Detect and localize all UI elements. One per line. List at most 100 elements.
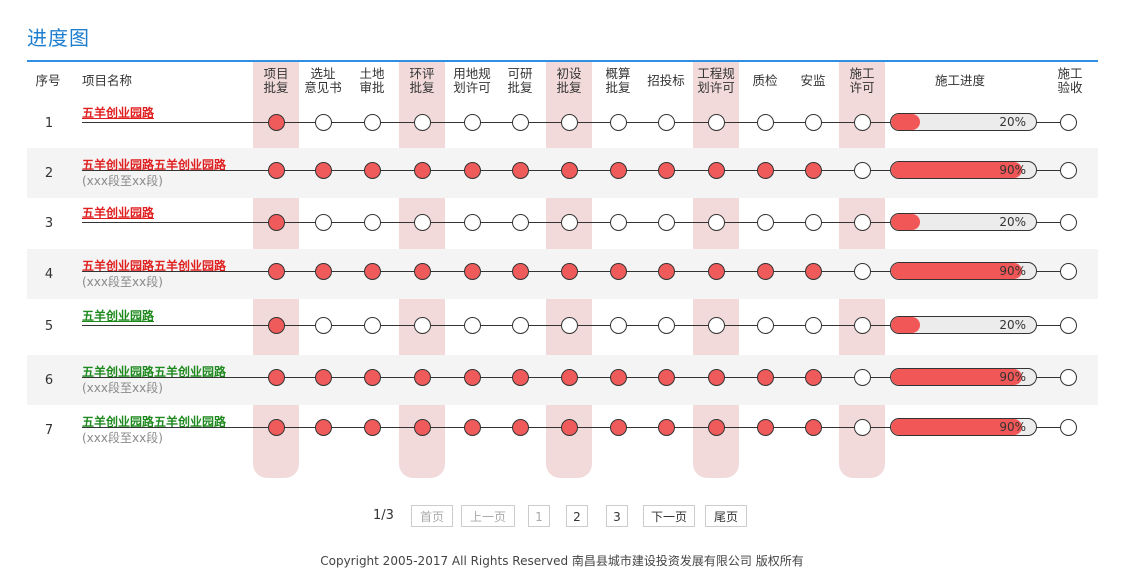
- stage-circle: [267, 368, 285, 386]
- column-header: 选址 意见书: [304, 66, 342, 95]
- stage-circle: [756, 368, 774, 386]
- stage-circle: [560, 262, 578, 280]
- page-2-button[interactable]: 2: [566, 505, 588, 527]
- stage-circle: [756, 161, 774, 179]
- progress-fill: [891, 317, 920, 333]
- title-underline: [27, 60, 1098, 62]
- column-header: 初设 批复: [556, 66, 582, 95]
- stage-circle: [609, 213, 627, 231]
- column-header: 项目名称: [82, 73, 133, 88]
- project-name-link[interactable]: 五羊创业园路五羊创业园路: [82, 415, 227, 429]
- stage-circle: [363, 368, 381, 386]
- acceptance-circle: [1059, 316, 1077, 334]
- stage-circle: [804, 262, 822, 280]
- column-header: 质检: [752, 73, 778, 88]
- acceptance-circle: [1059, 213, 1077, 231]
- project-name-link[interactable]: 五羊创业园路五羊创业园路: [82, 365, 227, 379]
- prev-page-button[interactable]: 上一页: [461, 505, 515, 527]
- column-header: 用地规 划许可: [453, 66, 491, 95]
- stage-circle: [560, 418, 578, 436]
- progress-fill: [891, 419, 1022, 435]
- stage-circle: [853, 418, 871, 436]
- stage-circle: [363, 213, 381, 231]
- footer-copyright: Copyright 2005-2017 All Rights Reserved …: [320, 554, 804, 568]
- construction-progress-bar: 90%: [890, 161, 1037, 179]
- table-row: 1 五羊创业园路 20%: [27, 98, 1098, 148]
- stage-circle: [657, 418, 675, 436]
- progress-percent: 90%: [999, 264, 1026, 278]
- stage-circle: [707, 262, 725, 280]
- project-name-link[interactable]: 五羊创业园路: [82, 309, 155, 323]
- column-header: 土地 审批: [359, 66, 385, 95]
- project-section: (xxx段至xx段): [82, 431, 163, 445]
- pagination: 1/3 首页 上一页 1 2 3 下一页 尾页: [0, 505, 1124, 529]
- stage-circle: [267, 418, 285, 436]
- column-header: 可研 批复: [507, 66, 533, 95]
- table-row: 6 五羊创业园路五羊创业园路 (xxx段至xx段) 90%: [27, 355, 1098, 405]
- stage-circle: [756, 418, 774, 436]
- page-1-button[interactable]: 1: [528, 505, 550, 527]
- stage-circle: [463, 262, 481, 280]
- stage-circle: [560, 113, 578, 131]
- stage-circle: [707, 113, 725, 131]
- page-title: 进度图: [27, 26, 90, 50]
- project-name-link[interactable]: 五羊创业园路: [82, 106, 155, 120]
- stage-circle: [267, 316, 285, 334]
- acceptance-circle: [1059, 262, 1077, 280]
- stage-circle: [511, 418, 529, 436]
- construction-progress-bar: 90%: [890, 418, 1037, 436]
- last-page-button[interactable]: 尾页: [705, 505, 747, 527]
- stage-circle: [413, 113, 431, 131]
- construction-progress-bar: 20%: [890, 113, 1037, 131]
- stage-circle: [609, 368, 627, 386]
- project-name-link[interactable]: 五羊创业园路: [82, 206, 155, 220]
- progress-fill: [891, 263, 1022, 279]
- stage-circle: [707, 161, 725, 179]
- stage-circle: [363, 262, 381, 280]
- stage-circle: [314, 262, 332, 280]
- table-row: 4 五羊创业园路五羊创业园路 (xxx段至xx段) 90%: [27, 249, 1098, 299]
- stage-circle: [511, 161, 529, 179]
- stage-circle: [463, 213, 481, 231]
- stage-circle: [657, 262, 675, 280]
- row-number: 6: [44, 372, 54, 388]
- column-header: 安监: [800, 73, 826, 88]
- page-info: 1/3: [373, 508, 394, 523]
- construction-progress-bar: 20%: [890, 213, 1037, 231]
- stage-circle: [756, 316, 774, 334]
- stage-circle: [463, 368, 481, 386]
- column-header: 概算 批复: [605, 66, 631, 95]
- page-3-button[interactable]: 3: [606, 505, 628, 527]
- stage-circle: [511, 262, 529, 280]
- first-page-button[interactable]: 首页: [411, 505, 453, 527]
- stage-circle: [707, 316, 725, 334]
- stage-circle: [463, 316, 481, 334]
- construction-progress-bar: 20%: [890, 316, 1037, 334]
- stage-circle: [609, 161, 627, 179]
- stage-circle: [314, 316, 332, 334]
- acceptance-circle: [1059, 368, 1077, 386]
- stage-circle: [804, 418, 822, 436]
- project-name-link[interactable]: 五羊创业园路五羊创业园路: [82, 259, 227, 273]
- stage-circle: [463, 161, 481, 179]
- stage-circle: [609, 262, 627, 280]
- stage-circle: [413, 316, 431, 334]
- stage-circle: [511, 368, 529, 386]
- table-header: 序号 项目名称 项目 批复 选址 意见书 土地 审批 环评 批复 用地规 划许可 可研 批复初…: [27, 62, 1098, 100]
- row-number: 1: [44, 115, 54, 131]
- row-number: 7: [44, 422, 54, 438]
- next-page-button[interactable]: 下一页: [643, 505, 695, 527]
- row-number: 5: [44, 318, 54, 334]
- project-name-link[interactable]: 五羊创业园路五羊创业园路: [82, 158, 227, 172]
- stage-circle: [463, 113, 481, 131]
- stage-circle: [804, 368, 822, 386]
- progress-percent: 90%: [999, 370, 1026, 384]
- table-row: 2 五羊创业园路五羊创业园路 (xxx段至xx段) 90%: [27, 148, 1098, 198]
- stage-circle: [363, 161, 381, 179]
- stage-circle: [657, 113, 675, 131]
- stage-circle: [853, 113, 871, 131]
- stage-circle: [756, 113, 774, 131]
- stage-circle: [707, 213, 725, 231]
- stage-circle: [707, 418, 725, 436]
- stage-circle: [756, 262, 774, 280]
